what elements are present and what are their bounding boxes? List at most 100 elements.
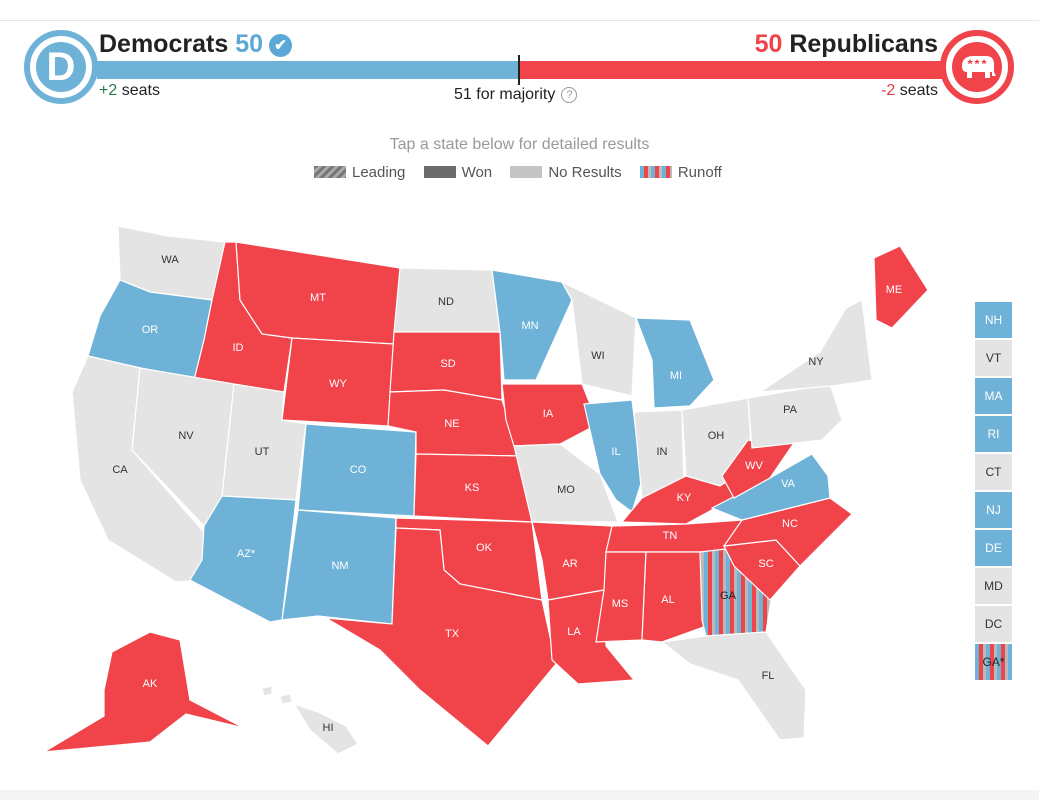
legend-runoff: Runoff bbox=[639, 164, 722, 181]
state-shape-wi[interactable] bbox=[560, 280, 637, 397]
state-ia[interactable]: IA bbox=[501, 383, 599, 447]
state-shape-tx[interactable] bbox=[325, 527, 557, 747]
state-fl[interactable]: FL bbox=[660, 631, 807, 741]
republican-seat-bar bbox=[519, 61, 942, 79]
democrats-change-label: seats bbox=[121, 82, 160, 99]
democrats-seat-count: 50 bbox=[235, 30, 263, 58]
small-state-de[interactable]: DE bbox=[975, 530, 1012, 566]
small-state-vt[interactable]: VT bbox=[975, 340, 1012, 376]
state-label-fl: FL bbox=[762, 670, 775, 682]
state-shape-al[interactable] bbox=[641, 551, 713, 643]
state-mt[interactable]: MT bbox=[235, 241, 401, 345]
state-label-co: CO bbox=[350, 464, 367, 476]
democrat-seat-bar bbox=[97, 61, 519, 79]
state-wy[interactable]: WY bbox=[281, 337, 395, 427]
state-mo[interactable]: MO bbox=[513, 443, 619, 523]
state-label-ms: MS bbox=[612, 598, 629, 610]
top-divider bbox=[0, 0, 1039, 21]
democrats-title: Democrats 50 ✔ bbox=[99, 30, 292, 59]
state-label-al: AL bbox=[661, 594, 674, 606]
state-label-mt: MT bbox=[310, 292, 326, 304]
state-label-nm: NM bbox=[331, 560, 348, 572]
bottom-divider bbox=[0, 790, 1039, 800]
state-shape-nm[interactable] bbox=[281, 509, 397, 625]
majority-threshold: 51 for majority? bbox=[454, 86, 578, 104]
state-label-oh: OH bbox=[708, 430, 725, 442]
state-sd[interactable]: SD bbox=[389, 331, 503, 401]
legend-won: Won bbox=[423, 164, 493, 181]
state-nd[interactable]: ND bbox=[393, 267, 501, 333]
state-ar[interactable]: AR bbox=[531, 521, 613, 601]
state-shape-fl[interactable] bbox=[660, 631, 807, 741]
no-results-swatch-icon bbox=[510, 166, 543, 178]
state-label-in: IN bbox=[657, 446, 668, 458]
state-label-ca: CA bbox=[112, 464, 128, 476]
republicans-seat-count: 50 bbox=[754, 30, 783, 58]
small-state-dc[interactable]: DC bbox=[975, 606, 1012, 642]
state-shape-mi[interactable] bbox=[635, 317, 715, 409]
state-mn[interactable]: MN bbox=[491, 269, 573, 381]
map-instruction: Tap a state below for detailed results bbox=[389, 136, 650, 153]
state-label-wv: WV bbox=[745, 460, 763, 472]
state-shape-mo[interactable] bbox=[513, 443, 619, 523]
winner-check-icon: ✔ bbox=[269, 34, 292, 57]
state-wi[interactable]: WI bbox=[560, 280, 637, 397]
small-state-nh[interactable]: NH bbox=[975, 302, 1012, 338]
runoff-swatch-icon bbox=[639, 166, 672, 178]
state-mi[interactable]: MI bbox=[635, 317, 715, 409]
republicans-label: Republicans bbox=[789, 30, 938, 58]
state-label-mi: MI bbox=[670, 370, 682, 382]
state-label-tn: TN bbox=[663, 530, 678, 542]
state-label-ut: UT bbox=[255, 446, 270, 458]
us-senate-map: WA OR CA ID NV UT AZ* MT WY CO NM ND SD NE KS OK TX MN IA M… bbox=[43, 225, 929, 755]
state-shape-me[interactable] bbox=[873, 245, 929, 329]
state-ms[interactable]: MS bbox=[595, 551, 647, 643]
legend-label: No Results bbox=[548, 164, 622, 181]
state-shape-ny[interactable] bbox=[759, 299, 873, 393]
state-shape-az[interactable] bbox=[189, 495, 297, 623]
small-state-ga-special[interactable]: GA* bbox=[975, 644, 1012, 680]
legend-no-results: No Results bbox=[510, 164, 622, 181]
state-label-me: ME bbox=[886, 284, 903, 296]
small-state-ct[interactable]: CT bbox=[975, 454, 1012, 490]
small-state-ma[interactable]: MA bbox=[975, 378, 1012, 414]
state-ks[interactable]: KS bbox=[413, 453, 533, 523]
state-label-wa: WA bbox=[161, 254, 179, 266]
small-state-nj[interactable]: NJ bbox=[975, 492, 1012, 528]
state-pa[interactable]: PA bbox=[747, 383, 843, 449]
state-label-nd: ND bbox=[438, 296, 454, 308]
republicans-seat-change: -2 seats bbox=[881, 82, 938, 100]
democrats-seat-change: +2 seats bbox=[99, 82, 160, 100]
republicans-change-number: -2 bbox=[881, 82, 896, 99]
state-label-mo: MO bbox=[557, 484, 575, 496]
state-label-wy: WY bbox=[329, 378, 347, 390]
state-label-il: IL bbox=[611, 446, 620, 458]
state-label-va: VA bbox=[781, 478, 796, 490]
state-tn[interactable]: TN bbox=[605, 519, 743, 553]
help-icon[interactable]: ? bbox=[561, 87, 578, 103]
state-label-mn: MN bbox=[521, 320, 538, 332]
state-co[interactable]: CO bbox=[297, 423, 417, 517]
state-label-ar: AR bbox=[562, 558, 577, 570]
state-shape-hi[interactable] bbox=[292, 702, 359, 755]
state-sc[interactable]: SC bbox=[723, 539, 801, 601]
state-shape-ak[interactable] bbox=[43, 631, 245, 753]
state-shape-pa[interactable] bbox=[747, 383, 843, 449]
state-nm[interactable]: NM bbox=[281, 509, 397, 625]
state-label-ny: NY bbox=[808, 356, 824, 368]
hi-islet-shape bbox=[279, 693, 293, 705]
state-tx[interactable]: TX bbox=[325, 527, 557, 747]
small-state-md[interactable]: MD bbox=[975, 568, 1012, 604]
state-hi[interactable]: HI bbox=[292, 702, 359, 755]
state-ny[interactable]: NY bbox=[759, 299, 873, 393]
state-az[interactable]: AZ* bbox=[189, 495, 297, 623]
small-state-ri[interactable]: RI bbox=[975, 416, 1012, 452]
state-me[interactable]: ME bbox=[873, 245, 929, 329]
hi-islet-shape bbox=[261, 685, 273, 697]
state-al[interactable]: AL bbox=[641, 551, 713, 643]
state-ak[interactable]: AK bbox=[43, 631, 245, 753]
state-shape-ms[interactable] bbox=[595, 551, 647, 643]
majority-label: 51 for majority bbox=[454, 86, 556, 103]
map-legend: Leading Won No Results Runoff bbox=[314, 164, 736, 181]
legend-label: Won bbox=[461, 164, 493, 181]
